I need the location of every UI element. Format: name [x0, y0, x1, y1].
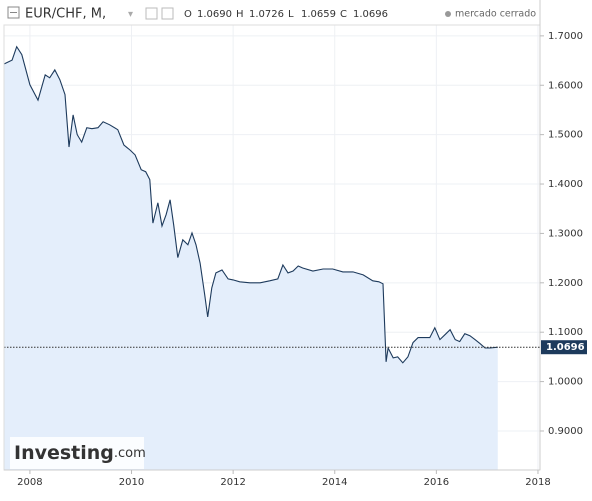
ohlc-value: 1.0659 [301, 9, 336, 20]
y-tick-label: 1.1000 [548, 327, 583, 338]
plot [3, 45, 540, 470]
y-tick-label: 1.5000 [548, 130, 583, 141]
axes: 0.9000 1.0000 1.1000 1.2000 1.3000 1.4000 1.50… [17, 31, 587, 488]
status-dot [445, 11, 451, 17]
x-tick-label: 2008 [17, 477, 42, 488]
y-tick-label: 1.4000 [548, 179, 583, 190]
ohlc-label: L [288, 9, 294, 20]
logo-brand: Investing.com [14, 442, 146, 464]
area [4, 46, 498, 470]
last-value-box [541, 340, 587, 355]
logo-bg [10, 437, 144, 469]
dropdown[interactable]: ▾ [128, 9, 133, 20]
y-tick-label: 1.2000 [548, 278, 583, 289]
close-icon[interactable] [161, 7, 174, 20]
logo-suffix: .com [114, 446, 146, 461]
y-tick-label: 0.9000 [548, 426, 583, 437]
symbol: EUR/CHF, M, [25, 7, 106, 22]
x-tick-label: 2014 [322, 477, 347, 488]
settings-icon[interactable] [145, 7, 158, 20]
y-tick-label: 1.7000 [548, 31, 583, 42]
x-tick-label: 2010 [119, 477, 144, 488]
line [3, 45, 498, 364]
x-tick-label: 2012 [220, 477, 245, 488]
y-tick-label: 1.3000 [548, 228, 583, 239]
logo-brand-text: Investing [14, 442, 114, 464]
ohlc-value: 1.0696 [353, 9, 388, 20]
ohlc-value: 1.0726 [249, 9, 284, 20]
y-tick-label: 1.0000 [548, 377, 583, 388]
ohlc-value: 1.0690 [197, 9, 232, 20]
ohlc-label: O [184, 9, 192, 20]
last-value-label: 1.0696 [546, 342, 585, 353]
market-status: mercado cerrado [455, 9, 536, 20]
x-tick-label: 2018 [525, 477, 550, 488]
ohlc-label: C [340, 9, 347, 20]
ohlc: O 1.0690 H 1.0726 L 1.0659 C 1.0696 [184, 9, 388, 20]
x-tick-label: 2016 [424, 477, 449, 488]
ohlc-label: H [236, 9, 244, 20]
y-tick-label: 1.6000 [548, 80, 583, 91]
